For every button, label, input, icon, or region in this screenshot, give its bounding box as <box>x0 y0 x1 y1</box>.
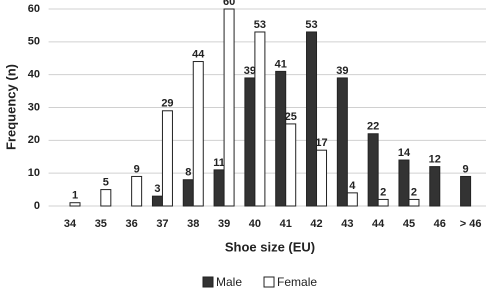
x-tick-label: 36 <box>126 218 138 230</box>
data-label: 53 <box>305 19 317 31</box>
data-label: 17 <box>315 137 327 149</box>
x-tick-label: 39 <box>218 218 230 230</box>
x-tick-label: 44 <box>372 218 385 230</box>
legend-label: Male <box>216 275 242 289</box>
x-tick-label: 45 <box>403 218 415 230</box>
data-label: 25 <box>285 111 297 123</box>
bar <box>151 195 163 207</box>
data-label: 53 <box>254 19 266 31</box>
bar <box>223 8 235 207</box>
data-label: 22 <box>367 121 379 133</box>
y-tick-label: 30 <box>28 101 40 113</box>
bar <box>306 31 318 207</box>
bar <box>285 123 297 207</box>
legend-swatch <box>202 276 214 288</box>
y-axis-title: Frequency (n) <box>3 64 18 150</box>
bar <box>460 175 472 207</box>
data-label: 2 <box>380 186 386 198</box>
data-label: 8 <box>185 167 191 179</box>
data-label: 3 <box>154 183 160 195</box>
x-tick-label: 43 <box>341 218 353 230</box>
data-label: 41 <box>275 58 287 70</box>
bar <box>192 61 204 207</box>
data-label: 9 <box>463 163 469 175</box>
bar <box>346 192 358 207</box>
bar <box>213 169 225 207</box>
data-label: 60 <box>223 0 235 8</box>
x-tick-label: > 46 <box>460 218 482 230</box>
bar <box>182 179 194 207</box>
bar <box>131 175 143 207</box>
data-label: 9 <box>134 163 140 175</box>
y-tick-label: 10 <box>28 167 40 179</box>
data-label: 29 <box>161 98 173 110</box>
y-tick-label: 0 <box>34 200 40 212</box>
legend-swatch <box>263 276 275 288</box>
bar <box>244 77 256 207</box>
y-tick-label: 60 <box>28 3 40 15</box>
data-label: 14 <box>398 147 411 159</box>
bar <box>336 77 348 207</box>
y-tick-label: 50 <box>28 36 40 48</box>
x-tick-label: 41 <box>280 218 292 230</box>
bar <box>367 133 379 207</box>
bar <box>398 159 410 207</box>
bar <box>377 198 389 207</box>
bar <box>275 70 287 207</box>
bar <box>100 189 112 207</box>
x-tick-label: 35 <box>95 218 107 230</box>
x-tick-label: 38 <box>187 218 199 230</box>
bar <box>254 31 266 207</box>
data-label: 5 <box>103 176 109 188</box>
bar <box>408 198 420 207</box>
data-label: 2 <box>411 186 417 198</box>
x-tick-label: 46 <box>434 218 446 230</box>
x-tick-label: 34 <box>64 218 77 230</box>
x-axis-title: Shoe size (EU) <box>225 239 315 254</box>
bar <box>69 202 81 207</box>
data-label: 39 <box>244 65 256 77</box>
bar <box>161 110 173 207</box>
x-tick-label: 40 <box>249 218 261 230</box>
data-label: 44 <box>192 48 205 60</box>
y-tick-label: 20 <box>28 134 40 146</box>
data-label: 12 <box>429 154 441 166</box>
x-tick-label: 42 <box>310 218 322 230</box>
data-label: 4 <box>349 180 356 192</box>
data-label: 39 <box>336 65 348 77</box>
x-tick-label: 37 <box>156 218 168 230</box>
legend-label: Female <box>277 275 317 289</box>
y-tick-label: 40 <box>28 69 40 81</box>
data-label: 11 <box>213 157 225 169</box>
bar <box>316 149 328 207</box>
bar <box>429 166 441 207</box>
data-label: 1 <box>72 190 78 202</box>
